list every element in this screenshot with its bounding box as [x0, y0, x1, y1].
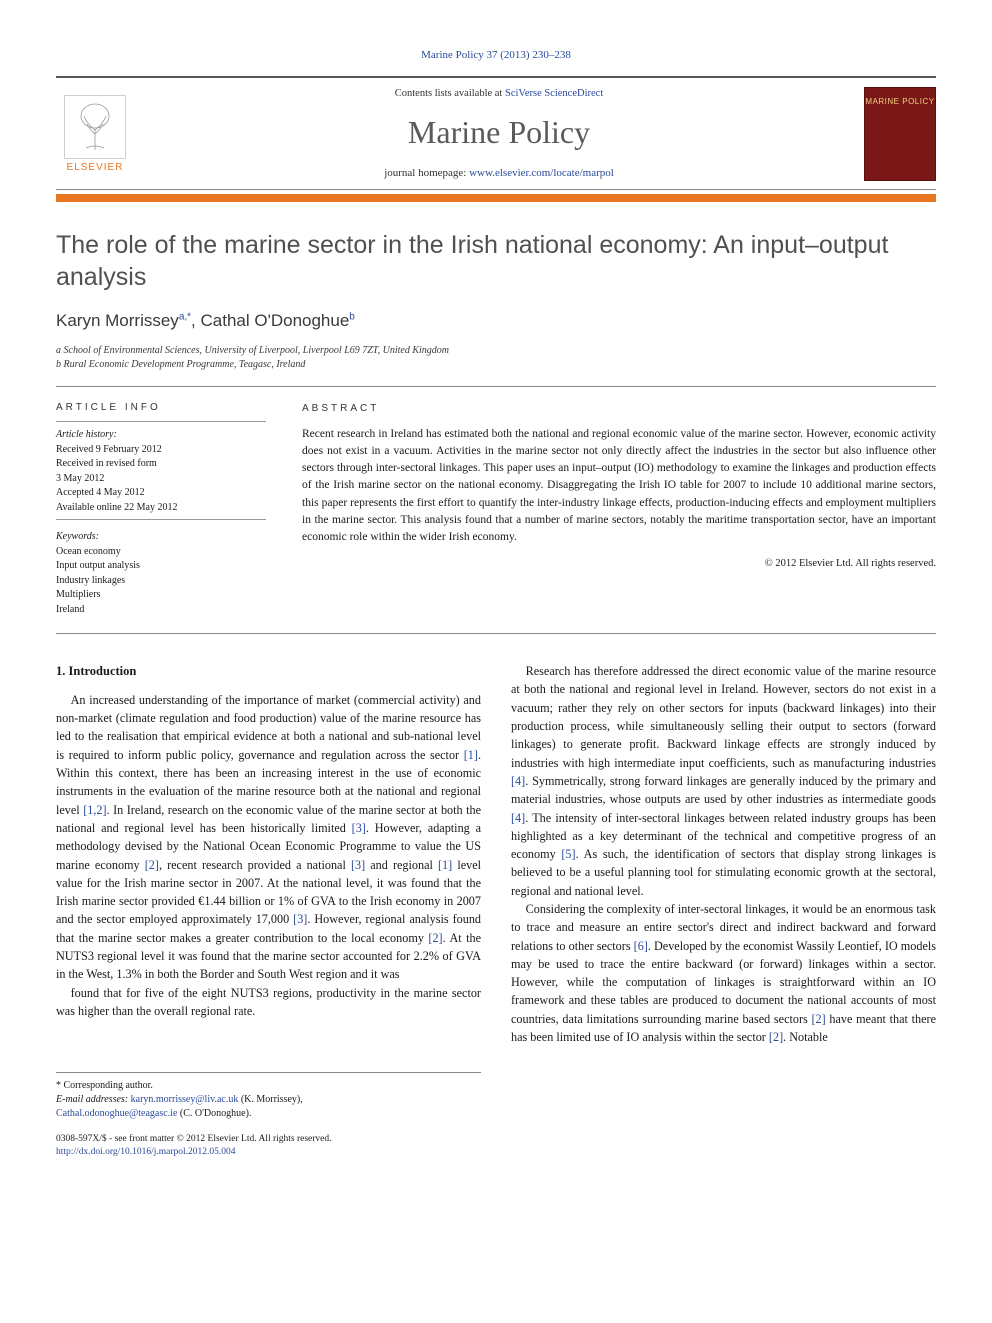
email-2-name: (C. O'Donoghue).: [177, 1108, 251, 1119]
keyword-2: Industry linkages: [56, 574, 266, 589]
info-rule-1: [56, 421, 266, 422]
contents-prefix: Contents lists available at: [395, 88, 505, 99]
author-2[interactable]: Cathal O'Donoghue: [201, 311, 350, 330]
publisher-logo[interactable]: ELSEVIER: [56, 90, 134, 178]
abstract-heading: ABSTRACT: [302, 401, 936, 416]
journal-homepage: journal homepage: www.elsevier.com/locat…: [146, 166, 852, 182]
body-p1: An increased understanding of the import…: [56, 691, 481, 984]
journal-cover-thumb[interactable]: MARINE POLICY: [864, 87, 936, 181]
history-revised-2: 3 May 2012: [56, 472, 266, 487]
info-rule-2: [56, 519, 266, 520]
affiliations: a School of Environmental Sciences, Univ…: [56, 344, 936, 372]
email-2[interactable]: Cathal.odonoghue@teagasc.ie: [56, 1108, 177, 1119]
affiliation-b: b Rural Economic Development Programme, …: [56, 358, 936, 372]
email-label: E-mail addresses:: [56, 1094, 131, 1105]
author-2-affil-sup: b: [349, 311, 355, 322]
history-online: Available online 22 May 2012: [56, 501, 266, 516]
affiliation-a: a School of Environmental Sciences, Univ…: [56, 344, 936, 358]
issn-doi-block: 0308-597X/$ - see front matter © 2012 El…: [56, 1133, 481, 1159]
journal-title: Marine Policy: [146, 109, 852, 155]
elsevier-tree-icon: [64, 95, 126, 159]
abstract-text: Recent research in Ireland has estimated…: [302, 426, 936, 547]
author-list: Karyn Morrisseya,*, Cathal O'Donoghueb: [56, 309, 936, 334]
article-title: The role of the marine sector in the Iri…: [56, 230, 936, 293]
homepage-prefix: journal homepage:: [384, 167, 469, 179]
email-1-name: (K. Morrissey),: [238, 1094, 302, 1105]
info-abstract-row: ARTICLE INFO Article history: Received 9…: [56, 386, 936, 635]
publisher-name: ELSEVIER: [67, 161, 124, 176]
journal-header: ELSEVIER Contents lists available at Sci…: [56, 76, 936, 191]
article-body: 1. Introduction An increased understandi…: [56, 662, 936, 1046]
cover-title: MARINE POLICY: [865, 96, 934, 108]
citation-line: Marine Policy 37 (2013) 230–238: [56, 48, 936, 64]
doi-link[interactable]: http://dx.doi.org/10.1016/j.marpol.2012.…: [56, 1146, 481, 1159]
body-p2: found that for five of the eight NUTS3 r…: [56, 984, 481, 1021]
author-1[interactable]: Karyn Morrissey: [56, 311, 179, 330]
corresponding-label: * Corresponding author.: [56, 1079, 481, 1093]
article-info-heading: ARTICLE INFO: [56, 401, 266, 416]
body-p4: Considering the complexity of inter-sect…: [511, 900, 936, 1046]
keyword-1: Input output analysis: [56, 559, 266, 574]
history-received: Received 9 February 2012: [56, 443, 266, 458]
orange-divider: [56, 194, 936, 202]
abstract: ABSTRACT Recent research in Ireland has …: [302, 401, 936, 618]
email-1[interactable]: karyn.morrissey@liv.ac.uk: [131, 1094, 239, 1105]
page: Marine Policy 37 (2013) 230–238 ELSEVIER: [0, 0, 992, 1199]
body-p3: Research has therefore addressed the dir…: [511, 662, 936, 900]
homepage-link[interactable]: www.elsevier.com/locate/marpol: [469, 167, 614, 179]
contents-available: Contents lists available at SciVerse Sci…: [146, 86, 852, 101]
keyword-4: Ireland: [56, 603, 266, 618]
history-label: Article history:: [56, 428, 266, 443]
keyword-3: Multipliers: [56, 588, 266, 603]
sciencedirect-link[interactable]: SciVerse ScienceDirect: [505, 88, 603, 99]
abstract-copyright: © 2012 Elsevier Ltd. All rights reserved…: [302, 556, 936, 572]
issn-line: 0308-597X/$ - see front matter © 2012 El…: [56, 1133, 481, 1146]
author-1-affil-sup: a,*: [179, 311, 191, 322]
keyword-0: Ocean economy: [56, 545, 266, 560]
corresponding-footnote: * Corresponding author. E-mail addresses…: [56, 1072, 481, 1121]
keywords-label: Keywords:: [56, 530, 266, 545]
section-1-heading: 1. Introduction: [56, 662, 481, 681]
history-accepted: Accepted 4 May 2012: [56, 486, 266, 501]
article-info: ARTICLE INFO Article history: Received 9…: [56, 401, 266, 618]
history-revised-1: Received in revised form: [56, 457, 266, 472]
